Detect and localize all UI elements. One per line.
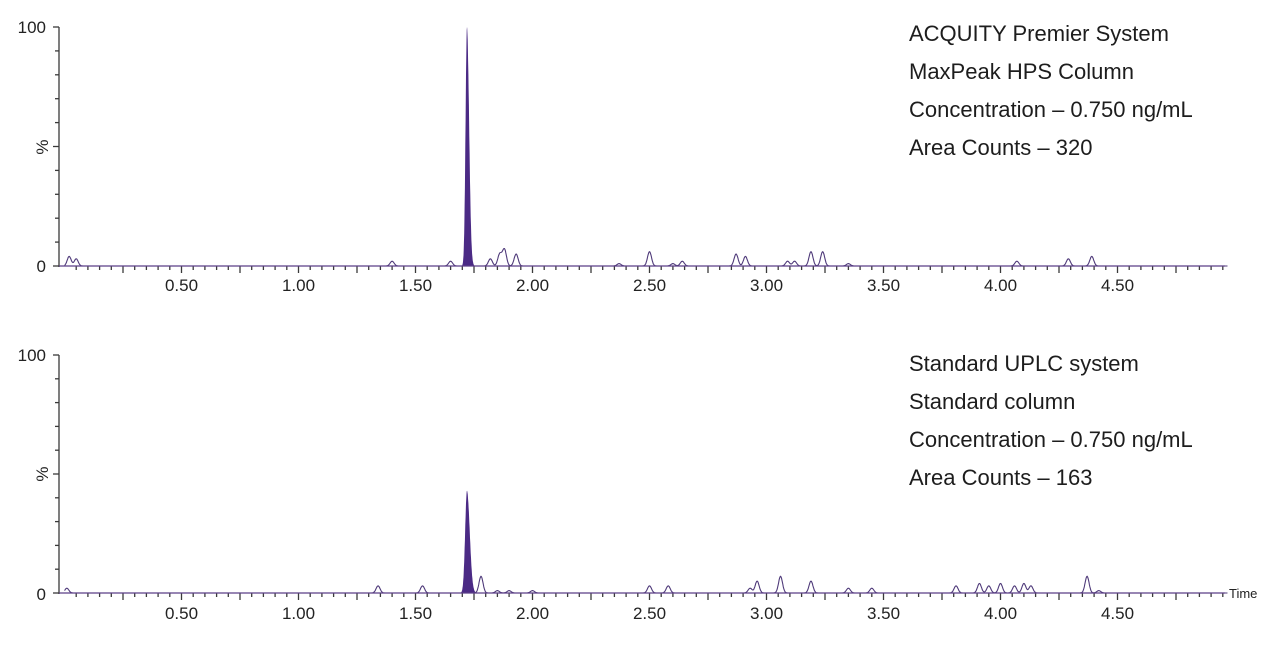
- annotation-box: ACQUITY Premier System MaxPeak HPS Colum…: [909, 21, 1193, 160]
- y-ticks: [53, 354, 59, 594]
- x-tick-label: 0.50: [165, 276, 198, 295]
- annotation-concentration: Concentration – 0.750 ng/mL: [909, 97, 1193, 122]
- main-peak-fill: [457, 490, 481, 593]
- x-tick-label: 4.50: [1101, 604, 1134, 623]
- x-tick-label: 4.50: [1101, 276, 1134, 295]
- annotation-column: MaxPeak HPS Column: [909, 59, 1134, 84]
- x-ticks: [75, 266, 1224, 273]
- annotation-area-counts: Area Counts – 320: [909, 135, 1092, 160]
- y-axis-label: %: [33, 466, 52, 481]
- y-tick-100: 100: [18, 346, 46, 365]
- annotation-concentration: Concentration – 0.750 ng/mL: [909, 427, 1193, 452]
- bottom-chromatogram: 100 0 % 0.50 1.00 1.50 2.00 2.50 3.00 3.50 4.00…: [18, 346, 1258, 623]
- y-tick-0: 0: [37, 257, 46, 276]
- x-tick-label: 2.00: [516, 276, 549, 295]
- annotation-system: ACQUITY Premier System: [909, 21, 1169, 46]
- x-tick-label: 1.50: [399, 276, 432, 295]
- x-tick-label: 1.50: [399, 604, 432, 623]
- x-tick-labels: 0.50 1.00 1.50 2.00 2.50 3.00 3.50 4.00 4.50: [165, 276, 1134, 295]
- top-chromatogram: 100 0 % 0.50 1.00 1.50 2.00 2.50 3.00 3.50 4.00…: [18, 18, 1228, 295]
- x-tick-label: 3.00: [750, 276, 783, 295]
- x-tick-label: 4.00: [984, 604, 1017, 623]
- x-tick-label: 2.00: [516, 604, 549, 623]
- x-tick-label: 0.50: [165, 604, 198, 623]
- x-ticks: [75, 593, 1224, 600]
- y-tick-100: 100: [18, 18, 46, 37]
- y-axis-label: %: [33, 139, 52, 154]
- x-tick-label: 3.50: [867, 604, 900, 623]
- annotation-system: Standard UPLC system: [909, 351, 1139, 376]
- x-tick-label: 1.00: [282, 276, 315, 295]
- x-axis-label: Time: [1229, 586, 1257, 601]
- x-tick-label: 3.50: [867, 276, 900, 295]
- x-tick-label: 2.50: [633, 604, 666, 623]
- main-peak-fill: [457, 27, 481, 266]
- y-ticks: [53, 26, 59, 267]
- y-tick-0: 0: [37, 585, 46, 604]
- annotation-column: Standard column: [909, 389, 1075, 414]
- chromatogram-trace: [64, 247, 1228, 267]
- x-tick-label: 1.00: [282, 604, 315, 623]
- x-tick-label: 3.00: [750, 604, 783, 623]
- x-tick-label: 4.00: [984, 276, 1017, 295]
- chromatogram-trace: [64, 575, 1228, 594]
- annotation-area-counts: Area Counts – 163: [909, 465, 1092, 490]
- x-tick-labels: 0.50 1.00 1.50 2.00 2.50 3.00 3.50 4.00 4.50: [165, 604, 1134, 623]
- x-tick-label: 2.50: [633, 276, 666, 295]
- annotation-box: Standard UPLC system Standard column Con…: [909, 351, 1193, 490]
